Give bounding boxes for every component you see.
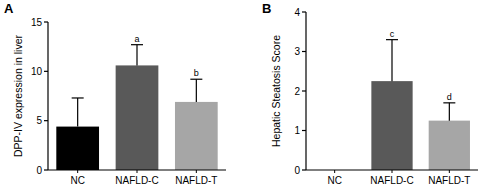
y-tick-label: 1 (294, 125, 300, 136)
x-tick (196, 170, 197, 173)
annotation: a (134, 34, 139, 44)
y-tick-label: 2 (294, 86, 300, 97)
annotation: b (194, 68, 199, 78)
bar (175, 102, 218, 170)
bar (371, 81, 412, 170)
panel-label: B (262, 1, 271, 16)
y-tick (44, 120, 48, 121)
y-axis-label: Hepatic Steatosis Score (270, 35, 282, 147)
y-tick (302, 90, 306, 91)
error-bar (190, 79, 202, 102)
x-tick (77, 170, 78, 173)
bar (116, 65, 159, 170)
panel: B Hepatic Steatosis Score c d 0 1 2 3 4 NC NAFLD-C… (262, 1, 478, 186)
y-tick (44, 71, 48, 72)
x-tick-label: NC (70, 175, 84, 186)
annotation: c (390, 29, 395, 39)
x-tick-label: NAFLD-C (370, 175, 413, 186)
figure: ADPP-IV expression in liverab051015NCNAF… (0, 0, 500, 195)
y-tick (302, 169, 306, 170)
x-tick (392, 170, 393, 173)
x-tick-label: NAFLD-T (428, 175, 470, 186)
y-tick-label: 0 (294, 165, 300, 176)
bar (56, 127, 99, 170)
x-tick (137, 170, 138, 173)
x-tick-label: NAFLD-T (175, 175, 217, 186)
y-tick-label: 3 (294, 46, 300, 57)
error-bar (131, 45, 143, 66)
y-axis-label: DPP-IV expression in liver (12, 35, 24, 157)
y-tick-label: 5 (36, 115, 42, 126)
y-tick (302, 130, 306, 131)
annotation: d (447, 92, 452, 102)
y-axis (47, 22, 48, 170)
error-bar (386, 40, 398, 81)
y-tick (44, 21, 48, 22)
x-tick (449, 170, 450, 173)
panel-label: A (4, 1, 14, 16)
y-tick (302, 11, 306, 12)
bar (429, 121, 470, 170)
panel: A DPP-IV expression in liver a b 0 5 10 15 NC NAF… (4, 1, 226, 186)
plot-area (56, 45, 217, 170)
y-tick-label: 10 (31, 66, 43, 77)
x-tick (334, 170, 335, 173)
x-tick-label: NC (327, 175, 341, 186)
plot-area (371, 40, 470, 170)
error-bar (443, 103, 455, 121)
y-tick-label: 0 (36, 165, 42, 176)
y-tick-label: 15 (31, 17, 43, 28)
y-tick-label: 4 (294, 7, 300, 18)
x-tick-label: NAFLD-C (115, 175, 158, 186)
y-tick (302, 51, 306, 52)
error-bar (72, 98, 84, 127)
y-tick (44, 169, 48, 170)
